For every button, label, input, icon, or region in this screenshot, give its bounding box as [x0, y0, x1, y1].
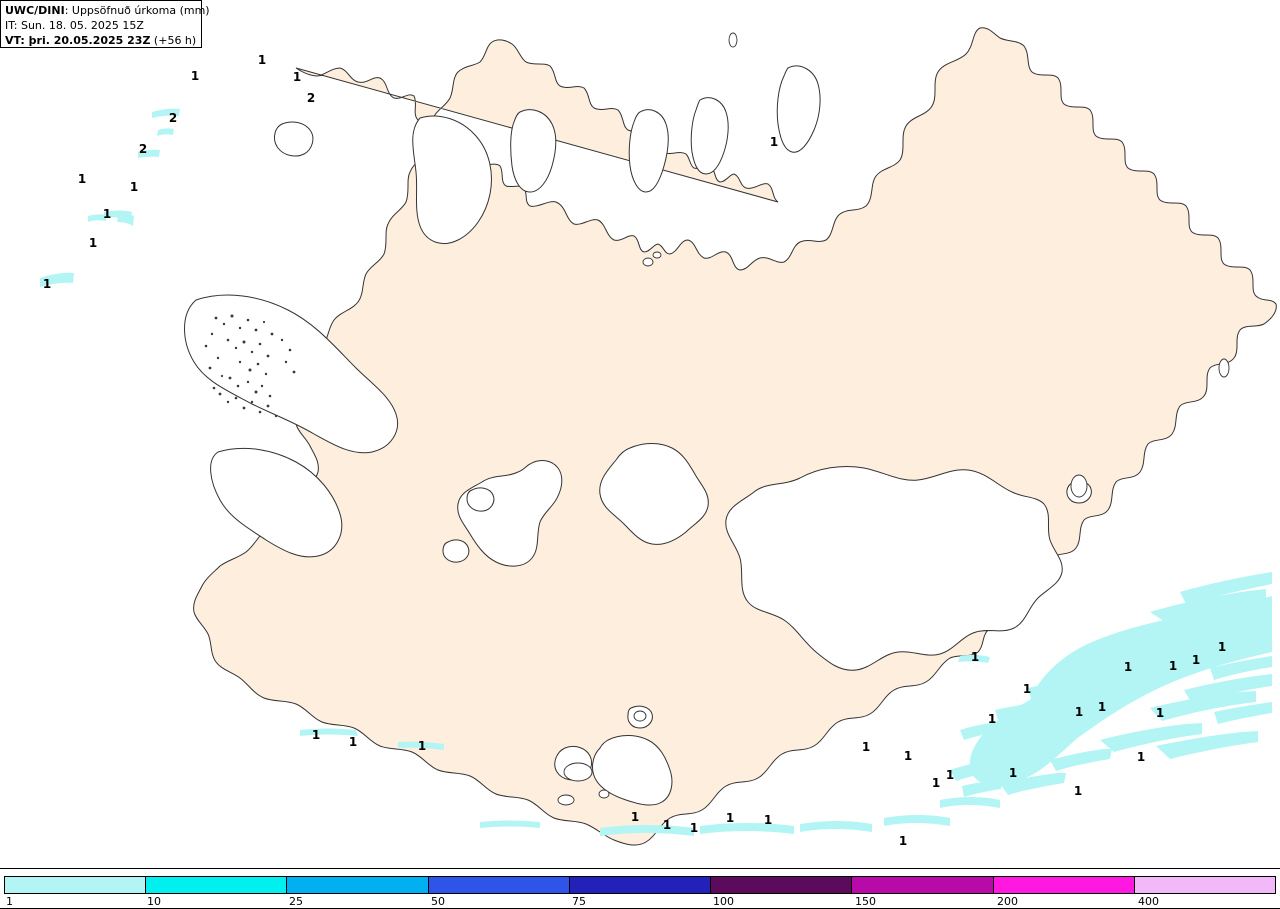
- colorbar-segment-1: [5, 877, 147, 893]
- colorbar-segment-10: [146, 877, 288, 893]
- colorbar-tick-50: 50: [431, 895, 445, 908]
- colorbar-segment-100: [711, 877, 853, 893]
- glaciers: [274, 121, 1092, 806]
- colorbar-tick-100: 100: [713, 895, 734, 908]
- colorbar-segment-50: [428, 877, 570, 893]
- colorbar-segment-400: [1134, 877, 1275, 893]
- valid-time-lead: (+56 h): [150, 34, 197, 47]
- colorbar-segment-150: [852, 877, 994, 893]
- valid-time-value: VT: þri. 20.05.2025 23Z: [5, 34, 151, 47]
- model-name: UWC/DINI: [5, 4, 65, 17]
- colorbar-tick-75: 75: [572, 895, 586, 908]
- field-name: : Uppsöfnuð úrkoma (mm): [64, 4, 210, 17]
- colorbar-tick-150: 150: [855, 895, 876, 908]
- precipitation-map: .land { fill: #fdeede; stroke: #333333; …: [0, 0, 1277, 847]
- small-islands: [204, 32, 1230, 806]
- colorbar-tick-25: 25: [289, 895, 303, 908]
- colorbar-tick-200: 200: [997, 895, 1018, 908]
- precipitation-colorbar: [4, 876, 1276, 894]
- info-line-valid-time: VT: þri. 20.05.2025 23Z (+56 h): [5, 33, 198, 48]
- colorbar-segment-25: [287, 877, 429, 893]
- fjords-and-inlets: [184, 65, 821, 558]
- precip-region-southeast: [950, 572, 1272, 797]
- colorbar-segment-200: [993, 877, 1135, 893]
- colorbar-tick-10: 10: [147, 895, 161, 908]
- map-info-box: UWC/DINI: Uppsöfnuð úrkoma (mm) IT: Sun.…: [0, 0, 210, 48]
- precip-coastal-bands: [40, 108, 1016, 836]
- colorbar-area: 1 10 25 50 75 100 150 200 400: [0, 868, 1280, 909]
- map-svg: .land { fill: #fdeede; stroke: #333333; …: [40, 27, 1277, 846]
- info-line-init-time: IT: Sun. 18. 05. 2025 15Z: [5, 19, 144, 32]
- colorbar-tick-labels: 1 10 25 50 75 100 150 200 400: [0, 895, 1280, 909]
- colorbar-tick-1: 1: [6, 895, 13, 908]
- colorbar-segment-75: [569, 877, 712, 893]
- info-line-model: UWC/DINI: Uppsöfnuð úrkoma (mm): [5, 3, 210, 18]
- colorbar-tick-400: 400: [1138, 895, 1159, 908]
